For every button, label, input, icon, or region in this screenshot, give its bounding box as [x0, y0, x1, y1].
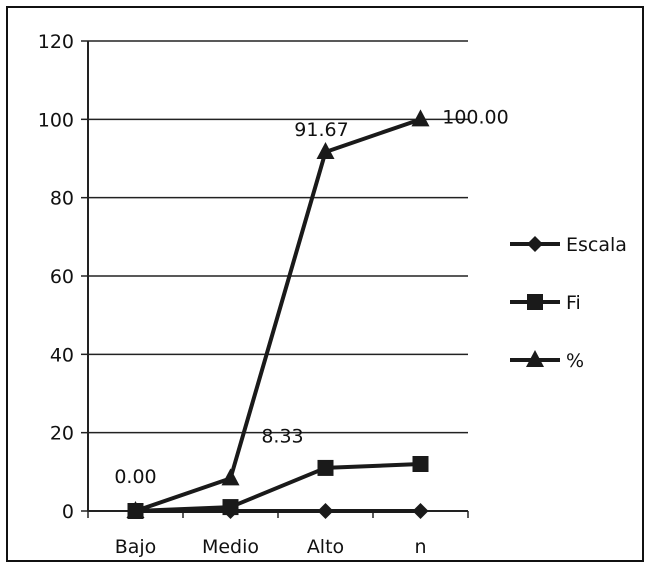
series-2-point	[316, 141, 335, 159]
x-tick-label: Medio	[202, 536, 259, 558]
x-axis-tick-labels: Bajo Medio Alto n	[115, 536, 427, 558]
y-tick-label: 0	[62, 501, 74, 523]
series-line-1	[135, 462, 421, 513]
chart-frame: 0 20 40 60 80 100 120 Bajo Medio Alto n 0.00 8.33 9…	[6, 6, 644, 562]
legend-label: %	[566, 350, 584, 372]
series-lines	[126, 109, 430, 519]
series-0-point	[412, 503, 429, 519]
series-2-point	[126, 501, 145, 518]
grid-lines	[88, 40, 468, 434]
legend-label: Escala	[566, 234, 627, 256]
legend: Escala Fi%	[510, 234, 627, 372]
y-tick-label: 120	[38, 31, 74, 53]
series-0-point	[317, 503, 334, 519]
data-label: 91.67	[294, 119, 348, 141]
series-1-point	[412, 456, 429, 472]
y-tick-label: 100	[38, 109, 74, 131]
data-label: 8.33	[261, 425, 303, 447]
x-tick-label: Bajo	[115, 536, 157, 558]
series-line-2	[134, 117, 422, 513]
series-2-point	[221, 468, 240, 486]
y-axis-tick-labels: 0 20 40 60 80 100 120	[38, 31, 74, 523]
x-tick-label: Alto	[307, 536, 344, 558]
data-labels: 0.00 8.33 91.67 100.00	[114, 106, 508, 488]
legend-marker-2	[526, 350, 544, 367]
y-tick-label: 80	[50, 188, 74, 210]
legend-marker-1	[527, 294, 543, 310]
series-1-point	[317, 459, 334, 476]
line-chart: 0 20 40 60 80 100 120 Bajo Medio Alto n 0.00 8.33 9…	[38, 31, 627, 558]
data-label: 100.00	[442, 106, 508, 128]
x-tick-label: n	[414, 536, 426, 558]
legend-marker-0	[527, 236, 543, 252]
data-label: 0.00	[114, 466, 156, 488]
y-tick-label: 60	[50, 266, 74, 288]
legend-label: Fi	[566, 292, 581, 314]
series-2-point	[411, 109, 430, 127]
y-tick-label: 20	[50, 423, 74, 445]
series-1-point	[222, 499, 239, 516]
y-tick-label: 40	[50, 344, 74, 366]
